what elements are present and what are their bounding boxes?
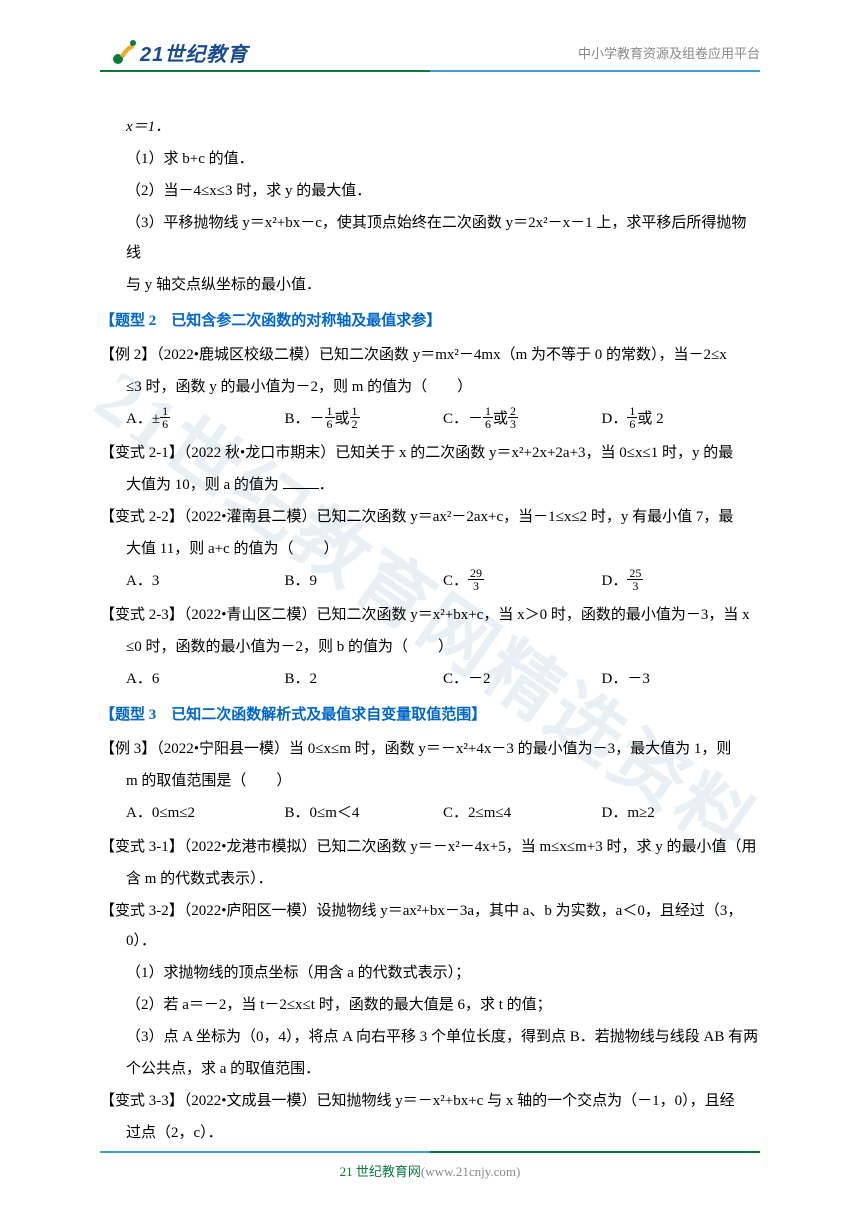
header-subtitle: 中小学教育资源及组卷应用平台	[578, 43, 760, 62]
text-line: （2）当－4≤x≤3 时，求 y 的最大值．	[100, 176, 760, 206]
choice-a: A．3	[126, 566, 285, 596]
choice-row: A．6 B．2 C．－2 D．－3	[100, 664, 760, 694]
text-line: m 的取值范围是（ ）	[100, 766, 760, 796]
choice-row: A．3 B．9 C．293 D．253	[100, 566, 760, 596]
choice-a: A．0≤m≤2	[126, 798, 285, 828]
footer-text: 21 世纪教育网(www.21cnjy.com)	[0, 1161, 860, 1180]
choice-c: C．－2	[443, 664, 602, 694]
choice-b: B．2	[285, 664, 444, 694]
text-line: 过点（2，c）．	[100, 1118, 760, 1148]
fill-blank	[283, 488, 319, 489]
choice-c: C．293	[443, 566, 602, 596]
choice-b: B．9	[285, 566, 444, 596]
choice-b: B．－16或12	[285, 404, 444, 434]
logo-text: 21世纪教育	[140, 38, 248, 67]
document-body: x＝1． （1）求 b+c 的值． （2）当－4≤x≤3 时，求 y 的最大值．…	[100, 112, 760, 1150]
choice-a: A．6	[126, 664, 285, 694]
text-line: 【变式 3-2】（2022•庐阳区一模）设抛物线 y＝ax²+bx－3a，其中 …	[100, 896, 760, 956]
text-line: 【变式 2-1】（2022 秋•龙口市期末）已知关于 x 的二次函数 y＝x²+…	[100, 438, 760, 468]
text-line: （2）若 a＝－2，当 t－2≤x≤t 时，函数的最大值是 6，求 t 的值；	[100, 990, 760, 1020]
choice-c: C．2≤m≤4	[443, 798, 602, 828]
text-line: （1）求 b+c 的值．	[100, 144, 760, 174]
text-line: （3）平移抛物线 y＝x²+bx－c，使其顶点始终在二次函数 y＝2x²－x－1…	[100, 208, 760, 268]
text-line: 【变式 3-1】（2022•龙港市模拟）已知二次函数 y＝－x²－4x+5，当 …	[100, 832, 760, 862]
text-line: 【变式 2-2】（2022•灌南县二模）已知二次函数 y＝ax²－2ax+c，当…	[100, 502, 760, 532]
choice-d: D．253	[602, 566, 761, 596]
choice-d: D．－3	[602, 664, 761, 694]
text-line: 大值为 10，则 a 的值为 ．	[100, 470, 760, 500]
choice-c: C．－16或23	[443, 404, 602, 434]
choice-d: D．16或 2	[602, 404, 761, 434]
logo: 21世纪教育	[110, 38, 248, 67]
header-divider	[100, 70, 760, 72]
choice-row: A．±16 B．－16或12 C．－16或23 D．16或 2	[100, 404, 760, 434]
text-line: ≤3 时，函数 y 的最小值为－2，则 m 的值为（ ）	[100, 372, 760, 402]
text-line: （1）求抛物线的顶点坐标（用含 a 的代数式表示）；	[100, 958, 760, 988]
text-line: 【例 3】（2022•宁阳县一模）当 0≤x≤m 时，函数 y＝－x²+4x－3…	[100, 734, 760, 764]
choice-a: A．±16	[126, 404, 285, 434]
text-line: （3）点 A 坐标为（0，4），将点 A 向右平移 3 个单位长度，得到点 B．…	[100, 1022, 760, 1052]
text-line: x＝1．	[100, 112, 760, 142]
section-title-type3: 【题型 3 已知二次函数解析式及最值求自变量取值范围】	[100, 700, 760, 730]
text-line: 与 y 轴交点纵坐标的最小值．	[100, 270, 760, 300]
text-line: ≤0 时，函数的最小值为－2，则 b 的值为（ ）	[100, 632, 760, 662]
text-line: 【例 2】（2022•鹿城区校级二模）已知二次函数 y＝mx²－4mx（m 为不…	[100, 340, 760, 370]
section-title-type2: 【题型 2 已知含参二次函数的对称轴及最值求参】	[100, 306, 760, 336]
text-line: 含 m 的代数式表示）．	[100, 864, 760, 894]
choice-row: A．0≤m≤2 B．0≤m＜4 C．2≤m≤4 D．m≥2	[100, 798, 760, 828]
text-line: 个公共点，求 a 的取值范围．	[100, 1054, 760, 1084]
logo-icon	[110, 38, 138, 66]
page-header: 21世纪教育 中小学教育资源及组卷应用平台	[0, 28, 860, 76]
choice-b: B．0≤m＜4	[285, 798, 444, 828]
text-line: 【变式 3-3】（2022•文成县一模）已知抛物线 y＝－x²+bx+c 与 x…	[100, 1086, 760, 1116]
page-footer: 21 世纪教育网(www.21cnjy.com)	[0, 1151, 860, 1180]
footer-divider	[100, 1151, 760, 1153]
text-line: 大值 11，则 a+c 的值为（ ）	[100, 534, 760, 564]
text-line: 【变式 2-3】（2022•青山区二模）已知二次函数 y＝x²+bx+c，当 x…	[100, 600, 760, 630]
choice-d: D．m≥2	[602, 798, 761, 828]
